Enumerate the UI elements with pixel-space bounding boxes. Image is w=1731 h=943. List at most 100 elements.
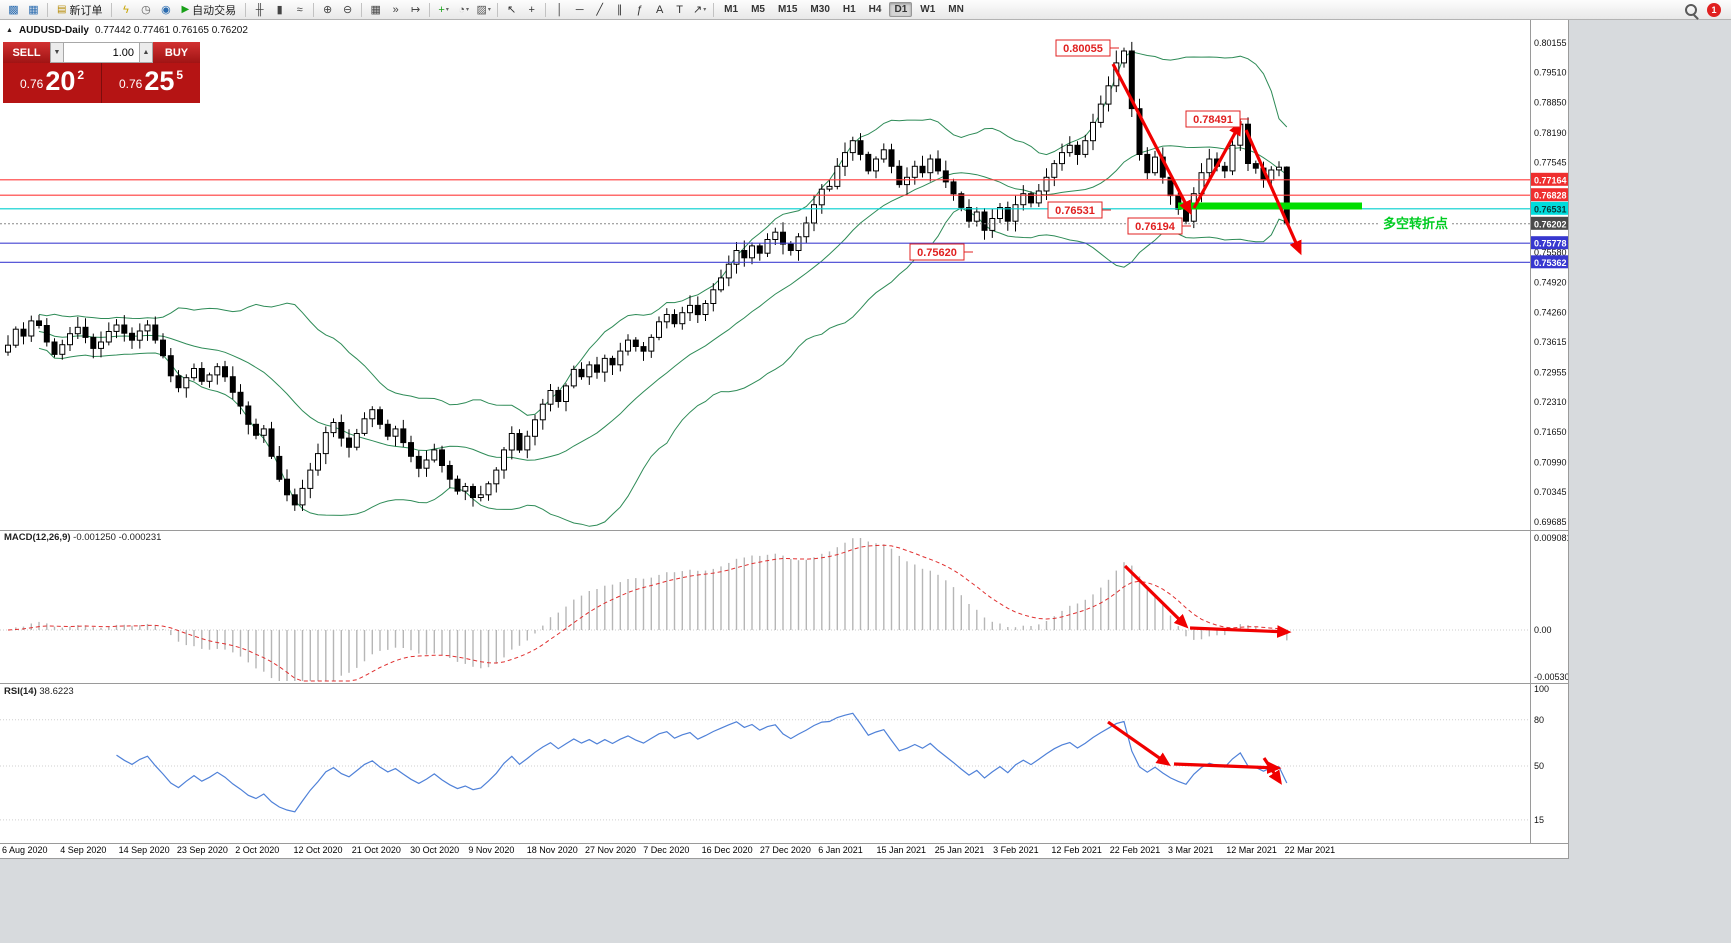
text-tool-icon[interactable]: A (650, 1, 669, 18)
profiles-icon[interactable]: ▦ (24, 1, 43, 18)
svg-text:15: 15 (1534, 815, 1544, 825)
news-icon[interactable]: ◉ (156, 1, 175, 18)
cursor-icon-glyph: ↖ (507, 4, 517, 16)
svg-text:14 Sep 2020: 14 Sep 2020 (119, 845, 170, 855)
symbol-label: AUDUSD-Daily (18, 25, 89, 36)
cursor-icon[interactable]: ↖ (502, 1, 521, 18)
timeframe-m5-button[interactable]: M5 (751, 4, 765, 15)
vertical-line-icon[interactable]: │ (550, 1, 569, 18)
trend-arrows-main (1111, 63, 1302, 256)
fibonacci-icon-glyph: ƒ (636, 3, 643, 16)
line-chart-style-icon[interactable]: ≈ (290, 1, 309, 18)
timeframe-d1-button[interactable]: D1 (889, 2, 913, 17)
svg-text:0.75778: 0.75778 (1534, 239, 1567, 249)
news-icon-glyph: ◉ (161, 4, 171, 16)
zoom-in-icon-glyph: ⊕ (323, 4, 333, 16)
timeframe-h1-button[interactable]: H1 (842, 4, 856, 15)
add-indicator-icon[interactable]: + ▾ (434, 1, 453, 18)
rsi-indicator-label: RSI(14) 38.6223 (4, 686, 74, 697)
timeframes-menu-icon-glyph: ◔ (458, 3, 465, 16)
trade-panel-controls: SELL ▼ ▲ BUY (3, 42, 200, 63)
zoom-out-icon[interactable]: ⊖ (338, 1, 357, 18)
search-icon[interactable] (1681, 1, 1700, 18)
sell-price-display[interactable]: 0.76 20 2 (3, 63, 102, 103)
new-order-button[interactable]: ▤ 新订单 (52, 1, 107, 18)
svg-text:0.80155: 0.80155 (1534, 38, 1567, 48)
time-axis: 6 Aug 2020 4 Sep 2020 14 Sep 2020 23 Sep 20… (2, 845, 1335, 855)
lot-size-input[interactable] (64, 42, 139, 63)
auto-scroll-icon-glyph: » (392, 3, 399, 16)
svg-text:0.69685: 0.69685 (1534, 517, 1567, 527)
svg-text:4 Sep 2020: 4 Sep 2020 (60, 845, 106, 855)
chart-collapse-icon[interactable]: ▲ (6, 27, 13, 34)
macd-histogram (0, 538, 1530, 681)
lot-increase-button[interactable]: ▲ (139, 42, 153, 63)
chart-annotations[interactable]: 0.80055 0.78491 0.76531 0.76194 0.75620 (909, 39, 1362, 785)
svg-text:7 Dec 2020: 7 Dec 2020 (643, 845, 689, 855)
zoom-in-icon[interactable]: ⊕ (318, 1, 337, 18)
rsi-line (116, 712, 1288, 813)
macd-scale: 0.009081 0.00 -0.005306 (1534, 533, 1568, 682)
chart-shift-icon[interactable]: ↦ (406, 1, 425, 18)
svg-text:0.78491: 0.78491 (1193, 114, 1233, 126)
expert-advisors-icon[interactable]: ϟ (116, 1, 135, 18)
svg-text:27 Nov 2020: 27 Nov 2020 (585, 845, 636, 855)
one-click-trading-panel: SELL ▼ ▲ BUY 0.76 20 2 0.76 25 5 (3, 42, 200, 103)
buy-price-display[interactable]: 0.76 25 5 (102, 63, 200, 103)
macd-name: MACD(12,26,9) (4, 532, 71, 543)
auto-scroll-icon[interactable]: » (386, 1, 405, 18)
history-center-icon[interactable]: ◷ (136, 1, 155, 18)
timeframe-h4-button[interactable]: H4 (868, 4, 882, 15)
auto-trading-button[interactable]: ▶ 自动交易 (176, 1, 241, 18)
price-annotation: 0.80055 (1055, 39, 1119, 57)
timeframe-m15-button[interactable]: M15 (777, 4, 798, 15)
toolbar-items: ▩ ▦ ▤ 新订单 ϟ ◷ ◉ ▶ 自动交易 ╫ ▮ ≈ ⊕ ⊖ ▦» ↦ + ▾ ◔ ▾ ▨ ▾ ↖ + │ ─ ╱ ∥ ƒ A T ↗ ▾ M… (4, 1, 970, 18)
toolbar-separator (361, 2, 363, 17)
new-chart-icon[interactable]: ▩ (4, 1, 23, 18)
candlestick-style-icon[interactable]: ▮ (270, 1, 289, 18)
svg-text:12 Mar 2021: 12 Mar 2021 (1226, 845, 1277, 855)
svg-text:0.75580: 0.75580 (1534, 247, 1567, 257)
timeframe-w1-button[interactable]: W1 (920, 4, 936, 15)
svg-text:15 Jan 2021: 15 Jan 2021 (877, 845, 927, 855)
tile-windows-icon[interactable]: ▦ (366, 1, 385, 18)
timeframes-menu-icon[interactable]: ◔ ▾ (454, 1, 473, 18)
toolbar-separator (47, 2, 48, 17)
price-annotation: 0.75620 (909, 243, 973, 261)
svg-text:0.76531: 0.76531 (1055, 205, 1095, 217)
timeframe-mn-button[interactable]: MN (948, 4, 964, 15)
templates-icon[interactable]: ▨ ▾ (474, 1, 493, 18)
svg-text:0.00: 0.00 (1534, 625, 1552, 635)
timeframe-m1-button[interactable]: M1 (724, 4, 739, 15)
notification-badge[interactable]: 1 (1707, 2, 1721, 17)
chart-canvas[interactable]: 0.801550.795100.788500.781900.775450.768… (0, 20, 1568, 858)
toolbar-separator (111, 2, 113, 17)
trendline-icon[interactable]: ╱ (590, 1, 609, 18)
sell-price-big: 20 (45, 66, 76, 96)
svg-text:0.75362: 0.75362 (1534, 258, 1567, 268)
buy-button[interactable]: BUY (153, 42, 200, 63)
text-tool-icon-glyph: A (655, 3, 664, 16)
svg-text:9 Nov 2020: 9 Nov 2020 (468, 845, 514, 855)
label-tool-icon[interactable]: T (670, 1, 689, 18)
history-center-icon-glyph: ◷ (141, 4, 151, 16)
lot-decrease-button[interactable]: ▼ (50, 42, 64, 63)
toolbar-separator (245, 2, 247, 17)
fibonacci-icon[interactable]: ƒ (630, 1, 649, 18)
horizontal-line-icon[interactable]: ─ (570, 1, 589, 18)
main-toolbar: ▩ ▦ ▤ 新订单 ϟ ◷ ◉ ▶ 自动交易 ╫ ▮ ≈ ⊕ ⊖ ▦» ↦ + ▾ ◔ ▾ ▨ ▾ ↖ + │ ─ ╱ ∥ ƒ A T ↗ ▾ M… (0, 0, 1731, 20)
svg-text:12 Feb 2021: 12 Feb 2021 (1051, 845, 1102, 855)
bar-chart-style-icon-glyph: ╫ (255, 3, 264, 16)
bar-chart-style-icon[interactable]: ╫ (250, 1, 269, 18)
channel-icon[interactable]: ∥ (610, 1, 629, 18)
buy-price-sup: 5 (176, 68, 184, 82)
svg-text:12 Oct 2020: 12 Oct 2020 (294, 845, 343, 855)
svg-text:80: 80 (1534, 715, 1544, 725)
timeframe-m30-button[interactable]: M30 (810, 4, 830, 15)
arrows-tool-icon[interactable]: ↗ ▾ (690, 1, 709, 18)
turning-point-note[interactable]: 多空转折点 (1380, 215, 1452, 232)
sell-button[interactable]: SELL (3, 42, 50, 63)
crosshair-icon[interactable]: + (522, 1, 541, 18)
toolbar-separator (313, 2, 315, 17)
bollinger-bands (38, 51, 1288, 527)
